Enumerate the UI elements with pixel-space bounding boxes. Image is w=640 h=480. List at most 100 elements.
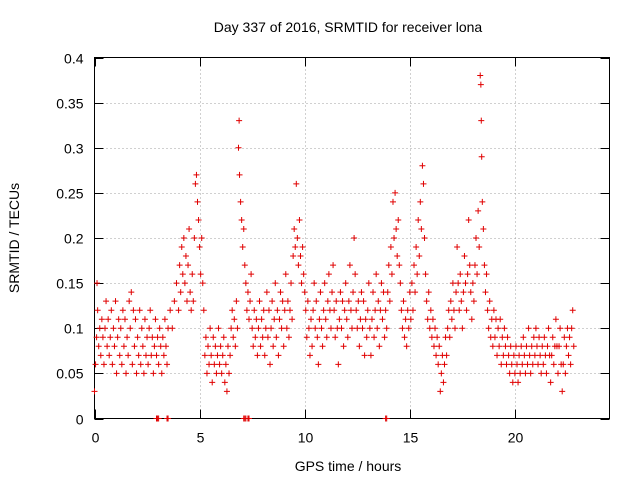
tick-labels: 0 0.05 0.1 0.15 0.2 0.25 0.3 0.35 0.4 0 5 10 15 20 [56, 51, 523, 446]
data-point [147, 307, 154, 314]
data-point [516, 352, 523, 359]
data-point [116, 352, 123, 359]
data-point [411, 262, 418, 269]
data-point [463, 307, 470, 314]
data-point [481, 262, 488, 269]
data-point [273, 334, 280, 341]
data-point [480, 225, 487, 232]
data-point [246, 415, 252, 422]
data-point [545, 325, 552, 332]
data-point [155, 361, 162, 368]
data-point [263, 289, 270, 296]
data-point [317, 289, 324, 296]
data-point [466, 262, 473, 269]
data-point [550, 361, 557, 368]
data-point [161, 316, 168, 323]
data-point [391, 235, 398, 241]
data-point [157, 343, 164, 350]
data-point [357, 316, 364, 323]
data-point [474, 271, 481, 278]
data-point [316, 316, 323, 323]
data-point [496, 343, 503, 350]
data-point [205, 343, 212, 350]
data-point [127, 325, 134, 332]
data-point [419, 162, 426, 169]
data-point [330, 262, 337, 269]
data-point [339, 298, 346, 305]
data-point [305, 325, 312, 332]
data-point [515, 379, 522, 386]
data-point [92, 361, 99, 368]
data-point [265, 307, 272, 314]
data-point [324, 298, 331, 305]
data-point [373, 271, 380, 278]
data-point [311, 280, 318, 287]
data-point [509, 379, 516, 386]
data-point [201, 352, 208, 359]
data-point [261, 352, 268, 359]
data-point [375, 298, 382, 305]
data-point [385, 262, 392, 269]
data-point [254, 352, 261, 359]
data-point [289, 316, 296, 323]
data-point [113, 370, 120, 377]
data-point [395, 216, 402, 223]
data-point [389, 198, 396, 205]
data-point [197, 271, 204, 278]
data-point [532, 325, 539, 332]
data-point [409, 307, 416, 314]
data-point [295, 262, 302, 269]
data-point [110, 325, 117, 332]
data-point [106, 352, 113, 359]
data-point [222, 361, 229, 368]
data-point [236, 171, 243, 178]
data-point [143, 352, 149, 359]
data-point [257, 343, 264, 350]
data-point [402, 316, 409, 323]
data-point [495, 325, 502, 332]
data-point [96, 325, 103, 332]
data-point [260, 307, 267, 314]
data-point [427, 307, 434, 314]
data-point [502, 343, 509, 350]
data-point [250, 343, 257, 350]
data-point [248, 271, 255, 278]
data-point [118, 361, 125, 368]
data-point [473, 235, 480, 241]
data-point [306, 352, 313, 359]
data-point [382, 307, 389, 314]
data-point [446, 334, 453, 341]
y-tick-label: 0.25 [56, 186, 83, 202]
data-point [94, 280, 101, 287]
data-point [547, 379, 554, 386]
data-point [535, 361, 542, 368]
data-point [388, 271, 395, 278]
data-point [404, 307, 411, 314]
data-point [102, 325, 109, 332]
data-point [569, 307, 576, 314]
data-point [350, 289, 357, 296]
data-point [533, 343, 540, 350]
data-point [321, 280, 328, 287]
data-point [140, 370, 147, 377]
data-point [98, 316, 105, 323]
data-point [397, 280, 404, 287]
data-point [458, 298, 465, 305]
data-point [400, 298, 407, 305]
data-point [361, 352, 368, 359]
data-point [452, 325, 458, 332]
data-point [336, 316, 343, 323]
data-point [183, 298, 190, 305]
data-point [302, 307, 309, 314]
data-point [123, 370, 130, 377]
data-point [351, 235, 358, 241]
data-point [167, 307, 174, 314]
data-point [151, 343, 158, 350]
data-point [208, 352, 215, 359]
data-point [320, 307, 327, 314]
data-point [420, 180, 427, 187]
data-point [207, 325, 214, 332]
data-point [284, 298, 291, 305]
y-tick-label: 0.2 [64, 231, 84, 247]
data-point [149, 334, 156, 341]
